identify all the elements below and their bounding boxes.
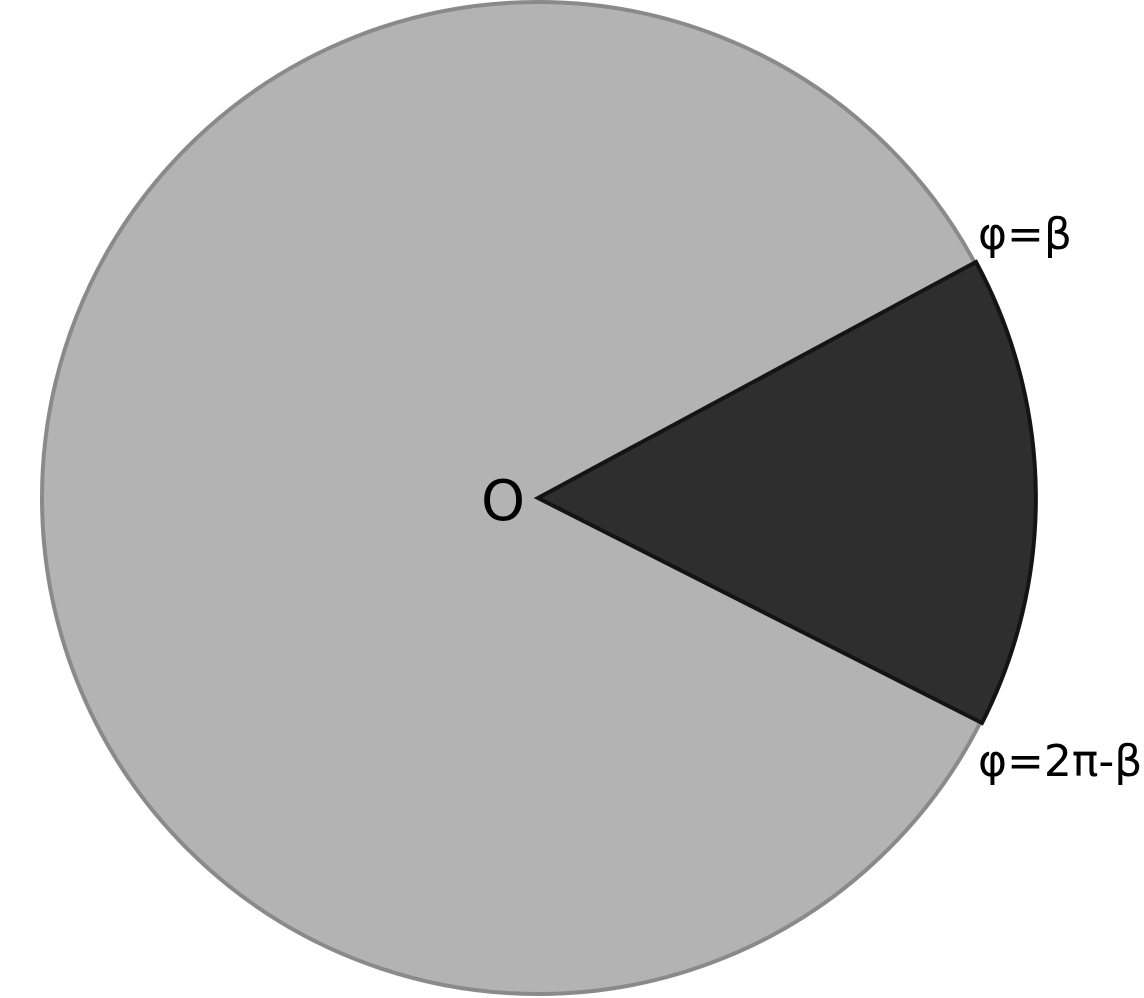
center-label: O [481,469,525,534]
ray-label-lower: φ=2π-β [978,736,1142,787]
shaded-sector [533,259,1038,726]
ray-label-upper: φ=β [978,209,1072,260]
